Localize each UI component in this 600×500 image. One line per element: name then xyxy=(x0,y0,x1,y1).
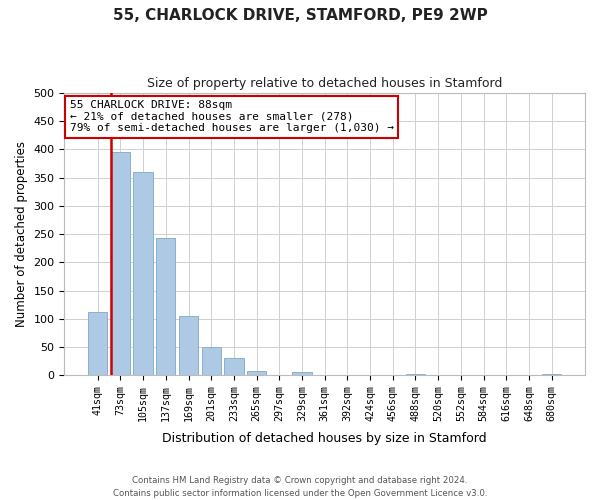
Bar xyxy=(111,152,130,375)
Bar xyxy=(202,347,221,375)
Bar xyxy=(224,358,244,375)
Bar xyxy=(292,372,311,375)
Bar xyxy=(156,238,175,375)
X-axis label: Distribution of detached houses by size in Stamford: Distribution of detached houses by size … xyxy=(163,432,487,445)
Y-axis label: Number of detached properties: Number of detached properties xyxy=(15,141,28,327)
Title: Size of property relative to detached houses in Stamford: Size of property relative to detached ho… xyxy=(147,78,502,90)
Bar xyxy=(247,370,266,375)
Bar xyxy=(133,172,153,375)
Text: Contains HM Land Registry data © Crown copyright and database right 2024.
Contai: Contains HM Land Registry data © Crown c… xyxy=(113,476,487,498)
Bar xyxy=(88,312,107,375)
Bar xyxy=(179,316,198,375)
Bar xyxy=(542,374,562,375)
Text: 55, CHARLOCK DRIVE, STAMFORD, PE9 2WP: 55, CHARLOCK DRIVE, STAMFORD, PE9 2WP xyxy=(113,8,487,22)
Text: 55 CHARLOCK DRIVE: 88sqm
← 21% of detached houses are smaller (278)
79% of semi-: 55 CHARLOCK DRIVE: 88sqm ← 21% of detach… xyxy=(70,100,394,134)
Bar xyxy=(406,374,425,375)
